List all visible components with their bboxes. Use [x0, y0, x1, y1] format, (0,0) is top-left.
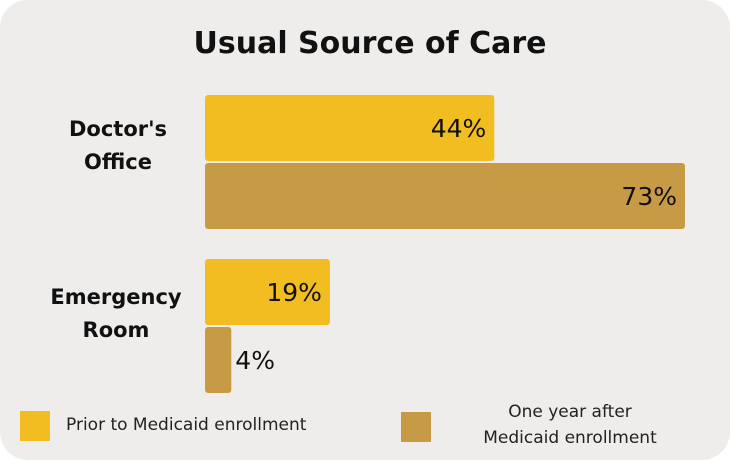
chart-title: Usual Source of Care	[193, 26, 547, 61]
data-label-after-1: 4%	[235, 346, 275, 375]
category-label-line: Doctor's	[68, 117, 168, 141]
legend-label-after-line: Medicaid enrollment	[483, 428, 657, 448]
legend-label-after-line: One year after	[508, 402, 632, 422]
data-label-prior-1: 19%	[266, 278, 322, 307]
category-label-line: Emergency	[50, 285, 182, 309]
legend-label-prior: Prior to Medicaid enrollment	[66, 415, 307, 435]
category-label-emergency-room: Emergency Room	[26, 281, 206, 347]
category-label-doctors-office: Doctor's Office	[28, 113, 208, 179]
bar-after-0	[205, 163, 685, 229]
data-label-prior-0: 44%	[431, 114, 487, 143]
legend-swatch-after	[401, 412, 431, 442]
data-label-after-0: 73%	[621, 182, 677, 211]
category-label-line: Office	[84, 150, 152, 174]
category-label-line: Room	[82, 318, 150, 342]
bar-after-1	[205, 327, 232, 393]
legend-label-after: One year after Medicaid enrollment	[460, 399, 680, 451]
bar-prior-0	[205, 95, 495, 161]
bar-prior-1	[205, 259, 330, 325]
legend-swatch-prior	[20, 411, 50, 441]
